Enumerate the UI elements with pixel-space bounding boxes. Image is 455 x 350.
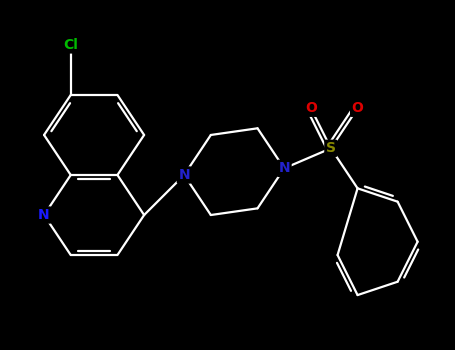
Text: Cl: Cl	[63, 38, 78, 52]
Text: O: O	[352, 101, 364, 115]
Text: O: O	[305, 101, 317, 115]
Text: N: N	[278, 161, 290, 175]
Text: S: S	[326, 141, 336, 155]
Text: N: N	[38, 208, 50, 222]
Text: N: N	[178, 168, 190, 182]
